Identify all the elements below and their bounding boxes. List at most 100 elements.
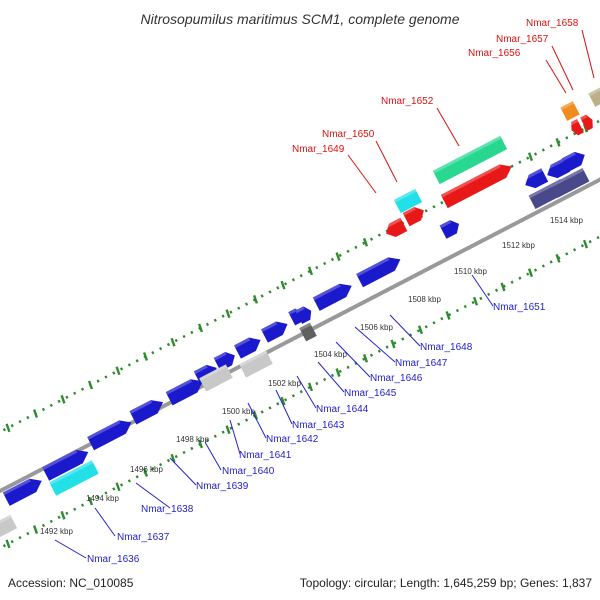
gene-label-bottom[interactable]: Nmar_1639 bbox=[196, 481, 249, 492]
gene-feature[interactable] bbox=[199, 364, 233, 392]
gene-feature[interactable] bbox=[588, 87, 600, 107]
gene-label-leader bbox=[375, 140, 398, 183]
outer-dotted-track bbox=[0, 119, 600, 434]
gene-label-leader bbox=[135, 482, 171, 509]
gene-feature[interactable] bbox=[580, 113, 596, 131]
gene-label-leader bbox=[581, 29, 595, 79]
gene-feature-highlight bbox=[312, 283, 341, 301]
outer-dotted-track-tick bbox=[115, 366, 121, 376]
inner-dotted-track-tick bbox=[32, 525, 39, 534]
inner-dotted-track-tick bbox=[197, 439, 204, 449]
gene-feature-highlight bbox=[239, 350, 268, 367]
gene-label-leader bbox=[169, 457, 197, 486]
outer-dotted-track-tick bbox=[142, 352, 149, 361]
inner-dotted-track-tick bbox=[87, 496, 94, 506]
gene-feature[interactable] bbox=[440, 160, 515, 209]
gene-label-bottom[interactable]: Nmar_1637 bbox=[117, 532, 170, 543]
gene-feature[interactable] bbox=[550, 168, 590, 198]
gene-feature[interactable] bbox=[356, 253, 404, 288]
genes-layer bbox=[0, 87, 600, 540]
gene-label-bottom[interactable]: Nmar_1644 bbox=[316, 404, 369, 415]
inner-dotted-track-tick bbox=[5, 539, 11, 549]
inner-dotted-track-tick bbox=[335, 368, 341, 377]
gene-feature[interactable] bbox=[312, 279, 355, 311]
gene-feature[interactable] bbox=[239, 350, 273, 378]
gene-label-leader bbox=[94, 507, 116, 537]
gene-feature-highlight bbox=[234, 337, 251, 348]
gene-feature[interactable] bbox=[522, 168, 549, 191]
gene-feature[interactable] bbox=[439, 217, 463, 239]
gene-feature[interactable] bbox=[393, 188, 423, 214]
gene-label-leader bbox=[229, 419, 241, 455]
tick-label: 1500 kbp bbox=[222, 407, 255, 416]
gene-feature[interactable] bbox=[193, 361, 220, 385]
gene-feature-highlight bbox=[49, 460, 94, 486]
inner-dotted-track-tick bbox=[225, 425, 231, 435]
inner-dotted-track-tick bbox=[390, 339, 396, 349]
gene-feature[interactable] bbox=[234, 333, 264, 359]
gene-label-leader bbox=[436, 107, 460, 147]
gene-feature[interactable] bbox=[165, 375, 207, 406]
gene-label-top[interactable]: Nmar_1657 bbox=[496, 34, 549, 45]
gene-label-bottom[interactable]: Nmar_1640 bbox=[222, 466, 275, 477]
gene-label-bottom[interactable]: Nmar_1645 bbox=[344, 388, 397, 399]
gene-feature-highlight bbox=[382, 217, 402, 230]
gene-feature-highlight bbox=[580, 114, 588, 121]
gene-feature[interactable] bbox=[42, 445, 92, 481]
tick-label: 1512 kbp bbox=[502, 241, 535, 250]
inner-dotted-track-tick bbox=[417, 325, 424, 335]
accession-text: Accession: NC_010085 bbox=[8, 576, 134, 590]
gene-feature[interactable] bbox=[402, 204, 428, 227]
tick-label: 1514 kbp bbox=[550, 216, 583, 225]
gene-label-bottom[interactable]: Nmar_1636 bbox=[87, 554, 140, 565]
outer-dotted-track-tick bbox=[280, 280, 286, 290]
outer-dotted-track-tick bbox=[60, 394, 66, 404]
backbone-track bbox=[0, 177, 600, 494]
gene-feature[interactable] bbox=[213, 349, 239, 372]
gene-feature[interactable] bbox=[129, 396, 166, 425]
gene-feature[interactable] bbox=[261, 317, 291, 343]
gene-feature[interactable] bbox=[432, 135, 508, 185]
gene-feature[interactable] bbox=[295, 304, 314, 324]
gene-feature-highlight bbox=[543, 158, 565, 172]
gene-feature[interactable] bbox=[87, 416, 135, 451]
gene-feature[interactable] bbox=[2, 474, 45, 506]
outer-dotted-track-tick bbox=[362, 237, 369, 247]
gene-label-top[interactable]: Nmar_1658 bbox=[526, 18, 579, 29]
gene-label-bottom[interactable]: Nmar_1638 bbox=[141, 504, 194, 515]
tick-label: 1494 kbp bbox=[86, 494, 119, 503]
gene-label-top[interactable]: Nmar_1656 bbox=[468, 48, 521, 59]
gene-label-leader bbox=[389, 314, 421, 347]
gene-label-bottom[interactable]: Nmar_1646 bbox=[370, 373, 423, 384]
gene-feature[interactable] bbox=[299, 322, 317, 342]
tick-label: 1496 kbp bbox=[130, 465, 163, 474]
gene-feature[interactable] bbox=[568, 119, 584, 137]
outer-dotted-track-tick bbox=[32, 409, 39, 418]
gene-feature-highlight bbox=[561, 151, 576, 162]
gene-label-bottom[interactable]: Nmar_1641 bbox=[239, 450, 292, 461]
gene-feature[interactable] bbox=[49, 460, 99, 496]
gene-label-leader bbox=[335, 341, 371, 378]
gene-label-bottom[interactable]: Nmar_1642 bbox=[266, 434, 319, 445]
gene-label-top[interactable]: Nmar_1649 bbox=[292, 144, 345, 155]
gene-feature-highlight bbox=[356, 257, 390, 277]
inner-dotted-track-tick bbox=[527, 268, 534, 278]
outer-dotted-track-tick bbox=[197, 323, 204, 333]
gene-feature-highlight bbox=[288, 308, 297, 315]
gene-label-bottom[interactable]: Nmar_1643 bbox=[292, 420, 345, 431]
gene-feature[interactable] bbox=[383, 217, 408, 241]
inner-dotted-track-tick bbox=[362, 353, 369, 363]
outer-dotted-track-tick bbox=[170, 337, 176, 347]
gene-label-top[interactable]: Nmar_1652 bbox=[381, 96, 434, 107]
gene-label-top[interactable]: Nmar_1650 bbox=[322, 129, 375, 140]
outer-dotted-track-tick bbox=[252, 294, 259, 304]
tick-label: 1502 kbp bbox=[268, 379, 301, 388]
gene-feature-highlight bbox=[0, 514, 12, 529]
gene-feature[interactable] bbox=[0, 514, 18, 540]
gene-label-bottom[interactable]: Nmar_1648 bbox=[420, 342, 473, 353]
gene-feature[interactable] bbox=[561, 148, 588, 172]
gene-label-bottom[interactable]: Nmar_1647 bbox=[395, 358, 448, 369]
tick-label: 1508 kbp bbox=[408, 295, 441, 304]
gene-label-bottom[interactable]: Nmar_1651 bbox=[493, 302, 546, 313]
gene-feature[interactable] bbox=[560, 101, 580, 121]
